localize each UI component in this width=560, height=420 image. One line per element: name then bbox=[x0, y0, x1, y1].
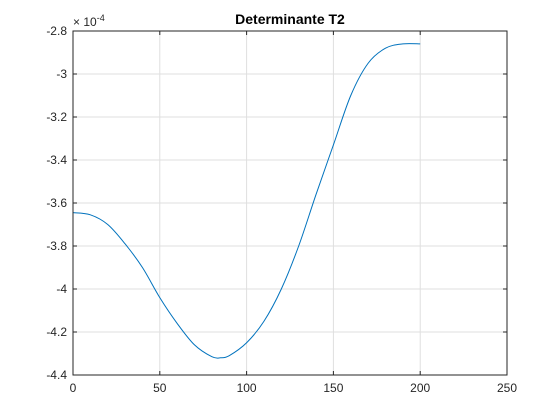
y-exponent-label: × 10-4 bbox=[73, 13, 105, 29]
y-tick-label: -3 bbox=[56, 67, 67, 81]
y-tick-label: -3.8 bbox=[46, 239, 67, 253]
y-tick-label: -4.2 bbox=[46, 325, 67, 339]
x-tick-label: 50 bbox=[153, 381, 167, 395]
x-tick-label: 200 bbox=[410, 381, 430, 395]
x-tick-label: 0 bbox=[70, 381, 77, 395]
y-tick-label: -3.4 bbox=[46, 153, 67, 167]
chart-title: Determinante T2 bbox=[235, 11, 345, 27]
y-tick-label: -2.8 bbox=[46, 24, 67, 38]
y-tick-label: -3.2 bbox=[46, 110, 67, 124]
x-tick-label: 100 bbox=[237, 381, 257, 395]
x-tick-label: 150 bbox=[323, 381, 343, 395]
x-tick-label: 250 bbox=[497, 381, 517, 395]
x-axis: 0 50 100 150 200 250 bbox=[70, 31, 517, 395]
y-tick-label: -3.6 bbox=[46, 196, 67, 210]
series-layer bbox=[72, 43, 421, 359]
series-line bbox=[72, 43, 421, 359]
y-exponent-base: × 10 bbox=[73, 15, 97, 29]
y-tick-label: -4 bbox=[56, 282, 67, 296]
y-tick-label: -4.4 bbox=[46, 368, 67, 382]
y-exponent-power: -4 bbox=[97, 13, 105, 23]
y-axis: -4.4 -4.2 -4 -3.8 -3.6 -3.4 -3.2 -3 -2.8 bbox=[46, 24, 507, 382]
